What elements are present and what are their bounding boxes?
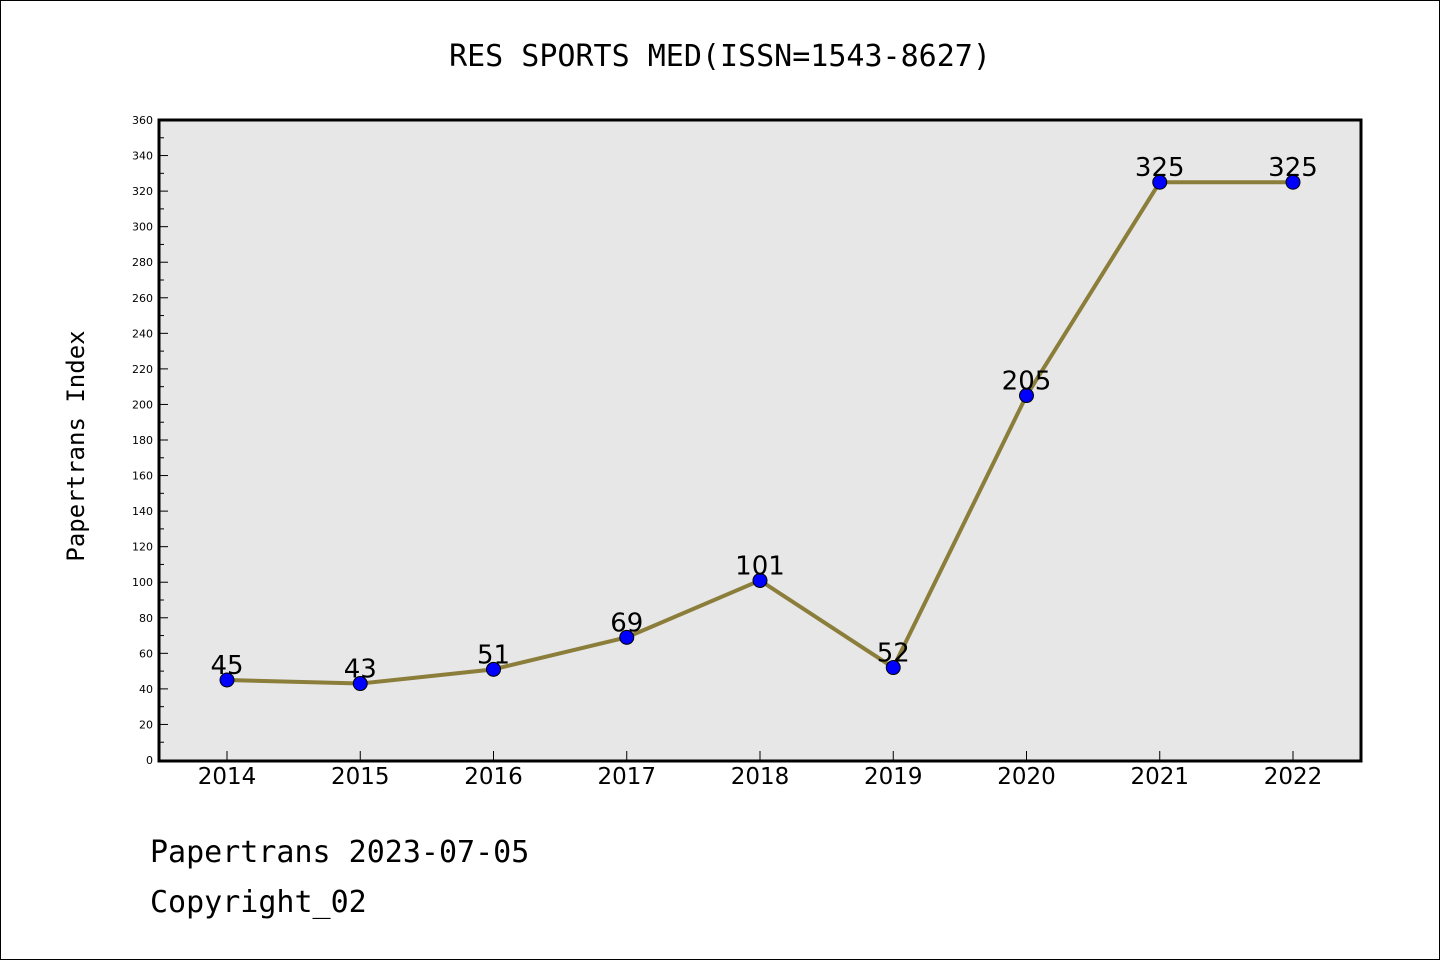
x-tick-label: 2015 [331,764,390,790]
y-tick-label: 60 [139,647,153,660]
data-point-marker [486,661,501,677]
y-tick-label: 220 [132,363,153,376]
data-label: 69 [610,608,643,638]
data-point-marker [752,572,768,588]
data-label: 205 [1002,367,1052,397]
series-line-group [219,174,1301,692]
data-point-marker [219,672,235,688]
data-labels-group: 45 43 51 69 101 52 205 325 325 [210,153,1317,684]
data-point-marker [1152,174,1168,190]
y-axis-label: Papertrans Index [62,330,90,561]
x-tick-label: 2014 [198,764,257,790]
x-tick-label: 2017 [597,764,656,790]
y-tick-label: 180 [132,434,153,447]
y-tick-label: 360 [132,114,153,127]
x-tick-label: 2021 [1130,764,1189,790]
data-label: 51 [477,640,510,670]
y-tick-label: 240 [132,327,153,340]
data-point-marker [885,660,901,676]
plot-area [157,118,1363,763]
data-label: 43 [344,655,377,685]
x-tick-label: 2019 [864,764,923,790]
footer-date-text: Papertrans 2023-07-05 [150,835,530,870]
y-tick-label: 40 [139,683,153,696]
x-tick-label: 2022 [1264,764,1323,790]
footer-copyright-text: Copyright_02 [150,885,367,920]
data-label: 45 [210,651,243,681]
data-label: 325 [1268,153,1318,183]
y-tick-label: 300 [132,221,153,234]
y-tick-label: 140 [132,505,153,518]
x-axis: 2014 2015 2016 2017 2018 2019 2020 2021 2022 [198,751,1323,790]
data-point-marker [619,629,635,645]
y-tick-label: 280 [132,256,153,269]
y-tick-label: 200 [132,398,153,411]
y-tick-label: 120 [132,541,153,554]
data-label: 325 [1135,153,1185,183]
y-tick-label: 340 [132,150,153,163]
data-point-marker [1019,388,1034,404]
x-tick-label: 2018 [731,764,790,790]
x-tick-label: 2020 [997,764,1056,790]
y-tick-label: 80 [139,612,153,625]
y-tick-label: 0 [146,754,153,767]
y-tick-label: 20 [139,718,153,731]
y-tick-label: 320 [132,185,153,198]
y-axis: 0 20 40 60 80 100 120 140 160 180 200 220 240 260 280 3… [132,114,168,767]
y-tick-label: 260 [132,292,153,305]
chart-title: RES SPORTS MED(ISSN=1543-8627) [449,39,991,74]
x-tick-label: 2016 [464,764,523,790]
y-tick-label: 160 [132,470,153,483]
data-label: 101 [735,551,785,581]
data-label: 52 [877,639,910,669]
data-point-marker [352,676,368,692]
y-tick-label: 100 [132,576,153,589]
data-point-marker [1285,174,1301,190]
